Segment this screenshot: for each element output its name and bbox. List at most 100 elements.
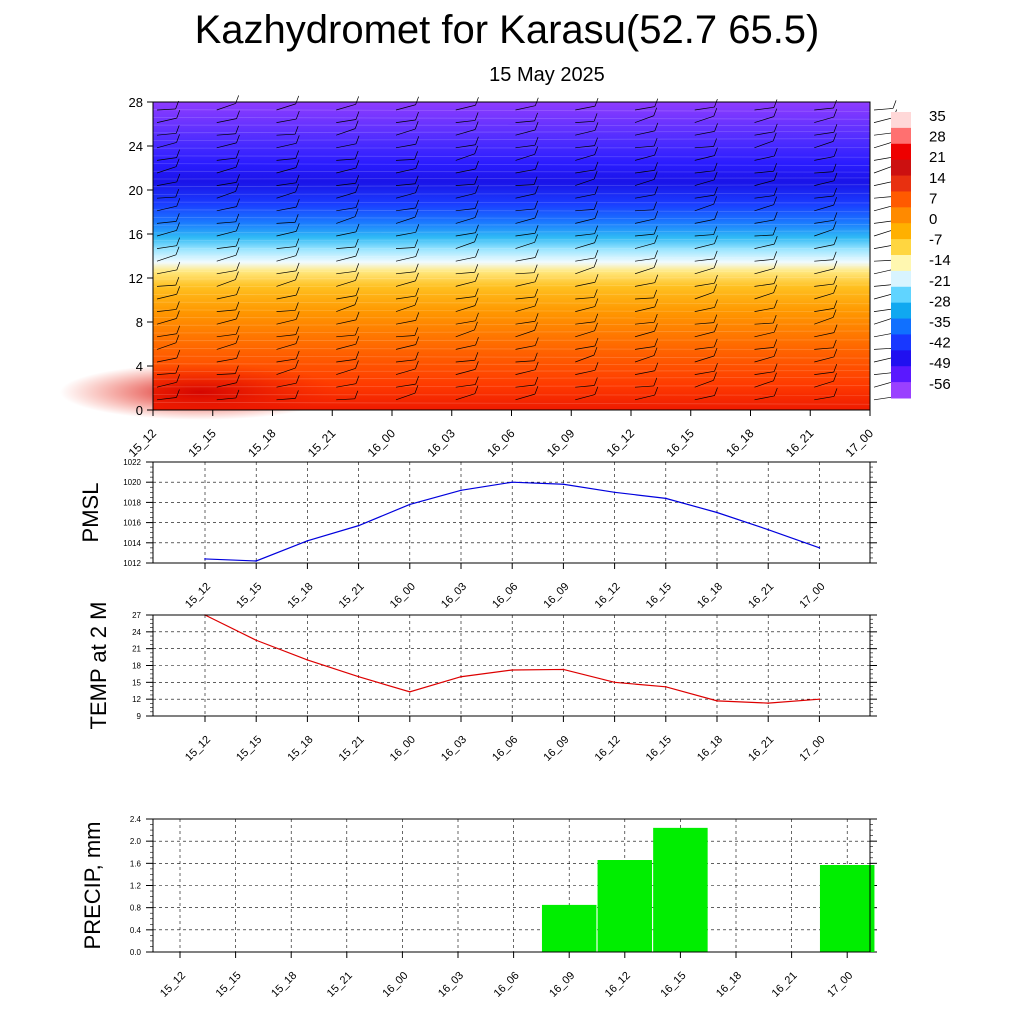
wind-barb-shaft (814, 141, 834, 149)
wind-barb-shaft (575, 169, 595, 174)
wind-barb-flag (714, 211, 718, 220)
wind-barb-shaft (156, 293, 177, 300)
wind-barb-flag (833, 196, 838, 206)
wind-barb-flag (714, 299, 718, 308)
wind-barb-flag (534, 185, 539, 194)
wind-barb-flag (295, 247, 300, 256)
precip-bar (597, 860, 653, 952)
wind-barb-shaft (336, 359, 356, 363)
y-tick-label: 1.6 (130, 859, 142, 868)
wind-barb-flag (355, 184, 359, 193)
wind-barb-shaft (455, 183, 475, 186)
wind-barb-shaft (575, 257, 596, 262)
wind-barb-shaft (216, 294, 237, 300)
wind-barb-shaft (395, 183, 416, 186)
x-tick-label: 16_09 (541, 581, 571, 611)
wind-barb-flag (654, 250, 658, 259)
wind-barb-shaft (395, 335, 415, 338)
wind-barb-shaft (336, 343, 356, 350)
wind-barb-flag (176, 149, 180, 158)
wind-barb-flag (654, 323, 658, 332)
wind-barb-flag (175, 188, 180, 198)
wind-barb-shaft (814, 180, 835, 186)
series-point (562, 668, 565, 671)
y-tick-label: 12 (132, 695, 141, 704)
wind-barb-flag (295, 350, 300, 360)
wind-barb-flag (594, 313, 599, 322)
wind-barb-shaft (754, 356, 775, 363)
heatmap-y-tick-label: 4 (136, 359, 143, 374)
wind-barb-shaft (575, 266, 595, 275)
series-point (460, 489, 462, 492)
colorbar-swatch (891, 334, 911, 351)
wind-barb-shaft (873, 117, 894, 123)
colorbar-swatch (891, 127, 911, 145)
wind-barb-shaft (395, 159, 415, 161)
wind-barb-shaft (694, 131, 715, 136)
wind-barb-flag (176, 261, 181, 271)
wind-barb-shaft (694, 322, 714, 325)
plot-area (153, 615, 870, 716)
wind-barb-flag (474, 288, 479, 297)
wind-barb-flag (295, 390, 299, 399)
wind-barb-shaft (336, 119, 356, 123)
x-tick-label: 16_21 (746, 581, 776, 611)
y-axis-label: PMSL (78, 483, 103, 543)
wind-barb-shaft (156, 230, 177, 237)
series-point (357, 675, 360, 678)
wind-barb-flag (235, 159, 240, 168)
pmsl-chart: 1012 1014 1016 1018 1020 1022 15_12 15_15 15_18 1… (78, 458, 877, 611)
x-tick-label: 16_03 (439, 734, 469, 764)
wind-barb-flag (773, 99, 778, 108)
wind-barb-flag (594, 225, 599, 234)
wind-barb-flag (235, 301, 240, 311)
wind-barb-shaft (216, 166, 237, 174)
wind-barb-flag (294, 126, 299, 135)
contour-line (152, 192, 871, 195)
wind-barb-flag (414, 297, 419, 306)
wind-barb-shaft (575, 369, 596, 375)
wind-barb-shaft (694, 234, 714, 237)
wind-barb-shaft (395, 128, 416, 136)
x-tick-label: 15_15 (234, 734, 264, 764)
series-point (409, 503, 411, 506)
wind-barb-flag (714, 275, 718, 284)
wind-barb-flag (415, 160, 420, 169)
wind-barb-shaft (575, 193, 596, 199)
wind-barb-shaft (634, 170, 655, 174)
wind-barb-flag (236, 198, 240, 207)
colorbar-swatch (891, 223, 911, 240)
wind-barb-flag (295, 238, 300, 247)
series-point (818, 547, 821, 549)
wind-barb-shaft (694, 370, 715, 375)
wind-barb-flag (653, 259, 658, 268)
wind-barb-shaft (634, 306, 655, 312)
wind-barb-flag (653, 201, 657, 210)
wind-barb-shaft (694, 146, 714, 149)
wind-barb-shaft (873, 259, 893, 262)
wind-barb-flag (475, 273, 479, 282)
contour-line (152, 255, 871, 259)
wind-barb-flag (594, 386, 599, 395)
wind-barb-flag (773, 275, 778, 284)
wind-barb-flag (713, 259, 718, 269)
wind-barb-shaft (395, 320, 416, 325)
wind-barb-shaft (156, 381, 177, 388)
wind-barb-flag (714, 186, 718, 196)
heatmap-x-tick-label: 15_12 (126, 426, 160, 460)
wind-barb-flag (833, 364, 838, 373)
heatmap-x-tick-label: 16_03 (424, 426, 458, 460)
wind-barb-shaft (873, 244, 894, 249)
x-tick-label: 16_06 (490, 581, 520, 611)
wind-barb-shaft (634, 209, 654, 212)
wind-barb-flag (654, 386, 659, 396)
y-tick-label: 2.0 (130, 837, 142, 846)
contour-line (152, 177, 871, 180)
wind-barb-shaft (156, 309, 177, 312)
wind-barb-flag (474, 145, 479, 154)
y-tick-label: 2.4 (130, 815, 142, 824)
wind-barb-flag (594, 146, 599, 155)
colorbar-label: 7 (929, 190, 937, 207)
wind-barb-shaft (515, 217, 536, 224)
wind-barb-shaft (216, 342, 237, 350)
